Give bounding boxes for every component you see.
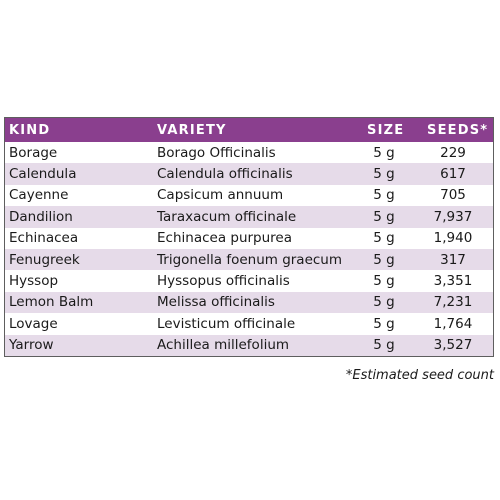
cell-size: 5 g <box>373 294 395 311</box>
cell-seeds: 1,940 <box>433 230 473 247</box>
cell-seeds: 229 <box>440 144 466 161</box>
cell-variety: Echinacea purpurea <box>157 230 293 247</box>
cell-size: 5 g <box>373 337 395 354</box>
cell-variety: Levisticum officinale <box>157 315 296 332</box>
cell-variety: Melissa officinalis <box>157 294 275 311</box>
cell-kind: Hyssop <box>9 273 59 290</box>
table-row: Fenugreek Trigonella foenum graecum 5 g … <box>5 249 493 271</box>
cell-variety: Capsicum annuum <box>157 187 284 204</box>
cell-kind: Yarrow <box>9 337 54 354</box>
cell-kind: Borage <box>9 144 58 161</box>
cell-variety: Taraxacum officinale <box>157 208 297 225</box>
table-row: Echinacea Echinacea purpurea 5 g 1,940 <box>5 227 493 249</box>
cell-kind: Dandilion <box>9 208 73 225</box>
cell-variety: Trigonella foenum graecum <box>157 251 343 268</box>
table-row: Lovage Levisticum officinale 5 g 1,764 <box>5 313 493 335</box>
table-row: Yarrow Achillea millefolium 5 g 3,527 <box>5 334 493 356</box>
cell-size: 5 g <box>373 166 395 183</box>
cell-size: 5 g <box>373 187 395 204</box>
cell-kind: Calendula <box>9 166 77 183</box>
cell-size: 5 g <box>373 208 395 225</box>
cell-size: 5 g <box>373 315 395 332</box>
cell-seeds: 317 <box>440 251 466 268</box>
table-header-row: KIND VARIETY SIZE SEEDS* <box>5 118 493 142</box>
estimate-footnote: *Estimated seed count <box>345 368 494 383</box>
cell-seeds: 617 <box>440 166 466 183</box>
cell-kind: Cayenne <box>9 187 69 204</box>
cell-seeds: 3,527 <box>433 337 473 354</box>
table-row: Calendula Calendula officinalis 5 g 617 <box>5 163 493 185</box>
cell-variety: Hyssopus officinalis <box>157 273 290 290</box>
cell-seeds: 1,764 <box>433 315 473 332</box>
cell-size: 5 g <box>373 144 395 161</box>
header-size: SIZE <box>367 122 405 138</box>
cell-kind: Lemon Balm <box>9 294 94 311</box>
header-kind: KIND <box>9 122 51 138</box>
table-row: Borage Borago Officinalis 5 g 229 <box>5 142 493 164</box>
cell-kind: Echinacea <box>9 230 79 247</box>
cell-variety: Achillea millefolium <box>157 337 290 354</box>
cell-seeds: 7,231 <box>433 294 473 311</box>
table-row: Dandilion Taraxacum officinale 5 g 7,937 <box>5 206 493 228</box>
cell-kind: Fenugreek <box>9 251 80 268</box>
header-seeds: SEEDS* <box>427 122 489 138</box>
cell-variety: Calendula officinalis <box>157 166 293 183</box>
table-row: Lemon Balm Melissa officinalis 5 g 7,231 <box>5 291 493 314</box>
cell-size: 5 g <box>373 251 395 268</box>
table-row: Hyssop Hyssopus officinalis 5 g 3,351 <box>5 270 493 292</box>
cell-seeds: 3,351 <box>433 273 473 290</box>
seed-table: KIND VARIETY SIZE SEEDS* Borage Borago O… <box>4 117 494 357</box>
header-variety: VARIETY <box>157 122 227 138</box>
cell-variety: Borago Officinalis <box>157 144 276 161</box>
table-row: Cayenne Capsicum annuum 5 g 705 <box>5 184 493 207</box>
cell-seeds: 705 <box>440 187 466 204</box>
cell-kind: Lovage <box>9 315 58 332</box>
cell-size: 5 g <box>373 273 395 290</box>
cell-size: 5 g <box>373 230 395 247</box>
cell-seeds: 7,937 <box>433 208 473 225</box>
